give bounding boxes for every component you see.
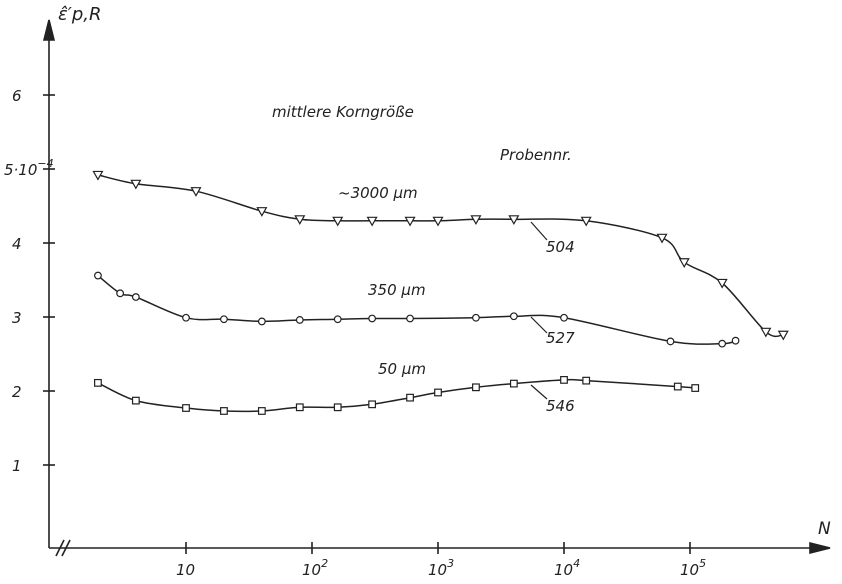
data-point-square [368, 400, 377, 409]
series-grain-label: ~3000 µm [338, 184, 418, 202]
x-tick-label: 104 [554, 557, 580, 579]
series-grain-label: 350 µm [368, 281, 426, 299]
data-point-triangle [580, 216, 592, 227]
data-point-triangle [508, 215, 520, 226]
y-tick-label: 6 [12, 87, 22, 105]
data-point-triangle [656, 233, 668, 244]
data-point-circle [718, 339, 727, 348]
series-sample-label: 504 [546, 238, 575, 256]
data-point-circle [220, 315, 228, 324]
data-point-square [257, 407, 266, 415]
data-point-triangle [470, 215, 482, 226]
data-point-circle [257, 317, 266, 326]
y-axis-arrow [42, 19, 56, 41]
data-point-circle [116, 289, 125, 298]
data-point-triangle [777, 330, 789, 341]
data-point-triangle [332, 216, 344, 227]
heading-annotation: mittlere Korngröße [272, 103, 414, 121]
series-sample-label: 546 [546, 397, 575, 415]
y-tick-label: 3 [12, 309, 22, 327]
axis-break-mark [61, 539, 71, 557]
y-tick-label: 5·10−4 [4, 157, 54, 179]
x-tick-label: 10 [176, 561, 195, 579]
series-sample-label: 527 [546, 329, 575, 347]
data-point-circle [509, 312, 518, 321]
data-point-square [560, 376, 568, 384]
data-point-square [94, 378, 102, 387]
y-axis-title: ε̂′p,R [58, 4, 101, 25]
series-curve [97, 174, 784, 338]
data-point-square [434, 388, 442, 397]
data-point-triangle [130, 179, 142, 190]
data-point-circle [666, 337, 675, 346]
x-axis-title: N [818, 519, 831, 539]
series-grain-label: 50 µm [378, 360, 426, 378]
x-tick-exponent: 4 [573, 557, 580, 570]
data-point-square [582, 376, 591, 385]
sample-leader-line [530, 384, 548, 400]
data-point-square [295, 403, 304, 412]
data-point-square [509, 379, 518, 388]
sample-leader-line [530, 316, 548, 334]
series-curve [97, 275, 736, 345]
data-point-square [691, 384, 700, 392]
data-point-circle [182, 313, 190, 322]
y-tick-label: 4 [12, 235, 22, 253]
x-tick-exponent: 2 [321, 557, 328, 570]
data-point-triangle [294, 215, 306, 226]
x-tick-label: 105 [680, 557, 706, 579]
data-point-circle [333, 315, 342, 324]
data-point-square [220, 407, 228, 415]
data-point-square [673, 382, 682, 391]
y-tick-label: 1 [12, 457, 22, 475]
data-point-circle [472, 313, 480, 322]
y-tick-exponent: −4 [37, 157, 53, 170]
data-point-circle [131, 293, 140, 301]
data-point-triangle [190, 187, 202, 197]
data-point-triangle [716, 278, 728, 289]
data-point-circle [731, 336, 740, 345]
axis-break-mark [55, 539, 65, 557]
x-tick-label: 103 [428, 557, 454, 579]
data-point-square [131, 396, 140, 405]
sample-leader-line [530, 221, 548, 241]
x-tick-exponent: 3 [447, 557, 454, 570]
sample-heading-annotation: Probennr. [500, 146, 572, 164]
data-point-circle [94, 271, 102, 280]
data-point-triangle [432, 216, 444, 227]
x-tick-label: 102 [302, 557, 328, 579]
data-point-square [472, 383, 480, 392]
data-point-triangle [760, 327, 772, 338]
data-point-circle [368, 314, 377, 323]
data-point-triangle [678, 258, 690, 268]
data-point-square [182, 404, 190, 412]
data-point-circle [560, 313, 568, 322]
x-axis-arrow [809, 541, 831, 555]
data-point-square [333, 403, 342, 412]
y-tick-label: 2 [12, 383, 22, 401]
data-point-triangle [404, 216, 416, 227]
series-curve [97, 378, 696, 413]
data-point-circle [406, 314, 414, 323]
data-point-triangle [366, 216, 378, 227]
data-point-triangle [92, 170, 104, 181]
data-point-circle [295, 316, 304, 324]
data-point-square [406, 393, 414, 402]
x-tick-exponent: 5 [699, 557, 706, 570]
data-point-triangle [256, 207, 268, 217]
